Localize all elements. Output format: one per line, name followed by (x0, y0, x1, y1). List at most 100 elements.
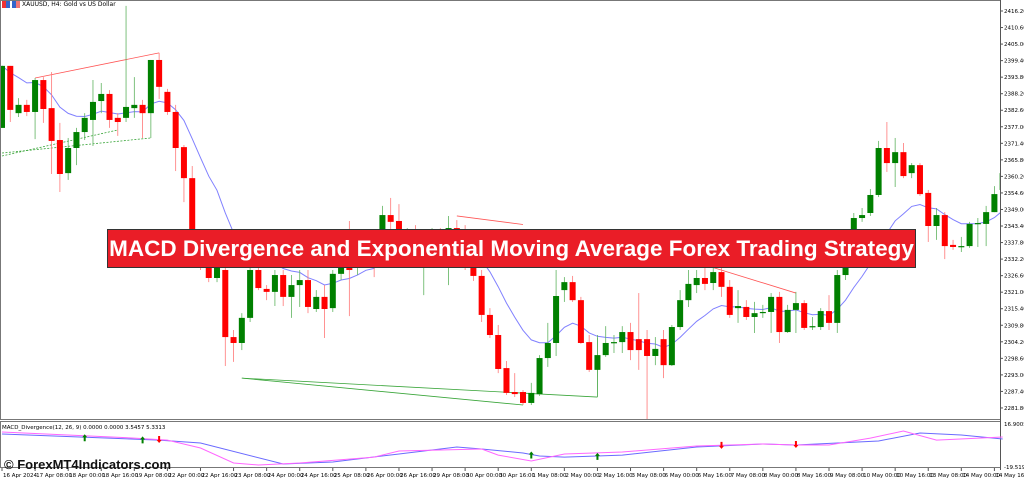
bearish-candle (900, 152, 907, 177)
bearish-candle (114, 117, 121, 123)
bullish-candle (296, 280, 303, 286)
bearish-candle (644, 339, 651, 356)
time-label: 1 May 08:00 (532, 473, 567, 479)
divergence-trendline (1, 129, 118, 157)
price-label: 2309.80 (1004, 323, 1024, 329)
time-label: 30 Apr 00:00 (466, 473, 502, 479)
bullish-candle (792, 303, 799, 310)
bullish-candle (329, 273, 336, 309)
bearish-candle (635, 339, 642, 351)
time-label: 22 Apr 16:00 (201, 473, 237, 479)
bullish-candle (784, 309, 791, 333)
price-label: 2287.40 (1004, 389, 1024, 395)
time-label: 30 Apr 16:00 (499, 473, 535, 479)
bullish-candle (859, 215, 866, 219)
price-label: 2326.60 (1004, 274, 1024, 280)
bullish-candle (1, 65, 5, 128)
bullish-candle (751, 313, 758, 317)
time-label: 18 Apr 16:00 (102, 473, 138, 479)
time-label: 9 May 08:00 (830, 473, 865, 479)
bearish-candle (205, 262, 212, 278)
bearish-candle (255, 270, 262, 289)
bullish-candle (668, 327, 675, 366)
divergence-trendline (704, 264, 797, 294)
bullish-candle (147, 59, 154, 114)
time-label: 16 Apr 2024 (3, 473, 38, 479)
bullish-candle (544, 342, 551, 359)
indicator-label: MACD_Divergence(12, 26, 9) 0.0000 0.0000… (2, 425, 166, 431)
price-label: 2416.20 (1004, 9, 1024, 15)
bearish-candle (180, 147, 187, 179)
macd-main-line (1, 430, 1003, 466)
bullish-candle (768, 296, 775, 312)
bearish-candle (586, 342, 593, 370)
divergence-trendline (241, 377, 524, 406)
bearish-candle (263, 288, 270, 292)
bearish-candle (503, 368, 510, 393)
bullish-candle (834, 275, 841, 323)
bearish-candle (718, 272, 725, 287)
buy-arrow-icon (528, 451, 534, 459)
bearish-candle (950, 244, 957, 247)
bullish-candle (379, 215, 386, 231)
price-label: 2293.00 (1004, 373, 1024, 379)
bearish-candle (304, 280, 311, 307)
price-label: 2332.20 (1004, 257, 1024, 263)
bullish-candle (685, 283, 692, 301)
bullish-candle (81, 117, 88, 133)
bullish-candle (313, 296, 320, 310)
bearish-candle (189, 178, 196, 240)
bearish-candle (23, 104, 30, 112)
time-label: 3 May 08:00 (632, 473, 667, 479)
time-label: 19 Apr 08:00 (135, 473, 171, 479)
bullish-candle (991, 194, 998, 213)
sell-arrow-icon (718, 441, 724, 449)
bearish-candle (486, 314, 493, 336)
bullish-candle (908, 165, 915, 174)
price-label: 2315.40 (1004, 307, 1024, 313)
bullish-candle (602, 342, 609, 356)
price-label: 2360.20 (1004, 174, 1024, 180)
candles-group (1, 5, 1000, 419)
bearish-candle (230, 337, 237, 343)
divergence-trendline (35, 52, 160, 79)
indicator-max-label: 16.9005 (1004, 422, 1024, 428)
bullish-candle (73, 132, 80, 149)
bearish-candle (726, 286, 733, 315)
chart-title-bar: XAUUSD, H4: Gold vs US Dollar (2, 1, 116, 8)
bullish-candle (89, 101, 96, 120)
bearish-candle (478, 275, 485, 315)
bullish-candle (98, 93, 105, 102)
time-label: 8 May 00:00 (764, 473, 799, 479)
bullish-candle (817, 311, 824, 328)
bearish-candle (776, 296, 783, 333)
time-label: 23 Apr 08:00 (235, 473, 271, 479)
title-banner: MACD Divergence and Exponential Moving A… (107, 229, 916, 268)
bullish-candle (214, 267, 221, 278)
buy-arrow-icon (82, 434, 88, 442)
bullish-candle (536, 358, 543, 395)
chart-flag-icon (2, 1, 10, 8)
price-label: 2349.00 (1004, 207, 1024, 213)
price-label: 2337.80 (1004, 241, 1024, 247)
price-label: 2388.20 (1004, 92, 1024, 98)
time-label: 18 Apr 00:00 (69, 473, 105, 479)
bearish-candle (660, 339, 667, 366)
bearish-candle (48, 108, 55, 141)
price-label: 2281.80 (1004, 406, 1024, 412)
bearish-candle (495, 335, 502, 369)
bullish-candle (619, 332, 626, 343)
time-label: 26 Apr 00:00 (367, 473, 403, 479)
bullish-candle (966, 223, 973, 247)
symbol-title: XAUUSD, H4: Gold vs US Dollar (22, 1, 116, 8)
time-label: 10 May 16:00 (896, 473, 934, 479)
bearish-candle (156, 59, 163, 87)
bullish-candle (247, 270, 254, 318)
bearish-candle (916, 165, 923, 195)
bullish-candle (610, 342, 617, 344)
time-label: 6 May 00:00 (665, 473, 700, 479)
time-label: 14 May 00:00 (962, 473, 1000, 479)
buy-arrow-icon (140, 436, 146, 444)
time-label: 6 May 16:00 (698, 473, 733, 479)
